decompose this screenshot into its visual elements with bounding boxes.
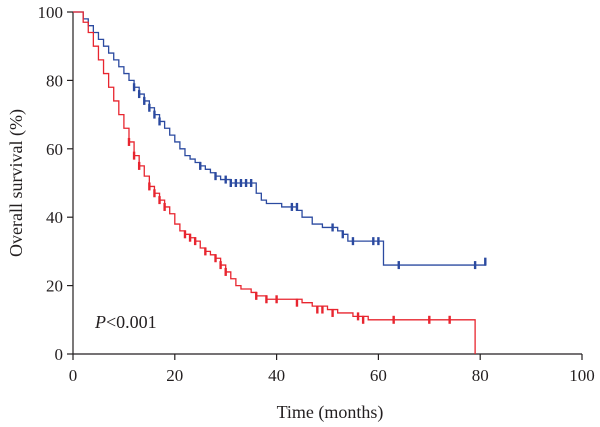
x-tick-label: 0 bbox=[69, 366, 78, 385]
x-tick-label: 40 bbox=[268, 366, 285, 385]
y-tick-label: 60 bbox=[46, 140, 63, 159]
series-layer bbox=[73, 11, 487, 354]
y-tick-label: 40 bbox=[46, 208, 63, 227]
survival-curve-1 bbox=[73, 11, 486, 266]
x-tick-label: 60 bbox=[370, 366, 387, 385]
x-tick-label: 20 bbox=[166, 366, 183, 385]
axes: 0 20 40 60 80 100 0 20 40 60 80 100 bbox=[38, 3, 595, 385]
x-tick-label: 80 bbox=[472, 366, 489, 385]
y-tick-label: 0 bbox=[55, 345, 64, 364]
y-tick-label: 100 bbox=[38, 3, 64, 22]
y-tick-label: 80 bbox=[46, 71, 63, 90]
y-tick-label: 20 bbox=[46, 277, 63, 296]
x-axis-title: Time (months) bbox=[277, 402, 384, 423]
p-value-prefix: P bbox=[94, 312, 106, 332]
y-axis-title: Overall survival (%) bbox=[6, 109, 27, 257]
survival-curve-2 bbox=[73, 11, 476, 354]
x-tick-label: 100 bbox=[569, 366, 595, 385]
p-value-text: <0.001 bbox=[106, 312, 157, 332]
p-value-annotation: P<0.001 bbox=[94, 312, 157, 332]
